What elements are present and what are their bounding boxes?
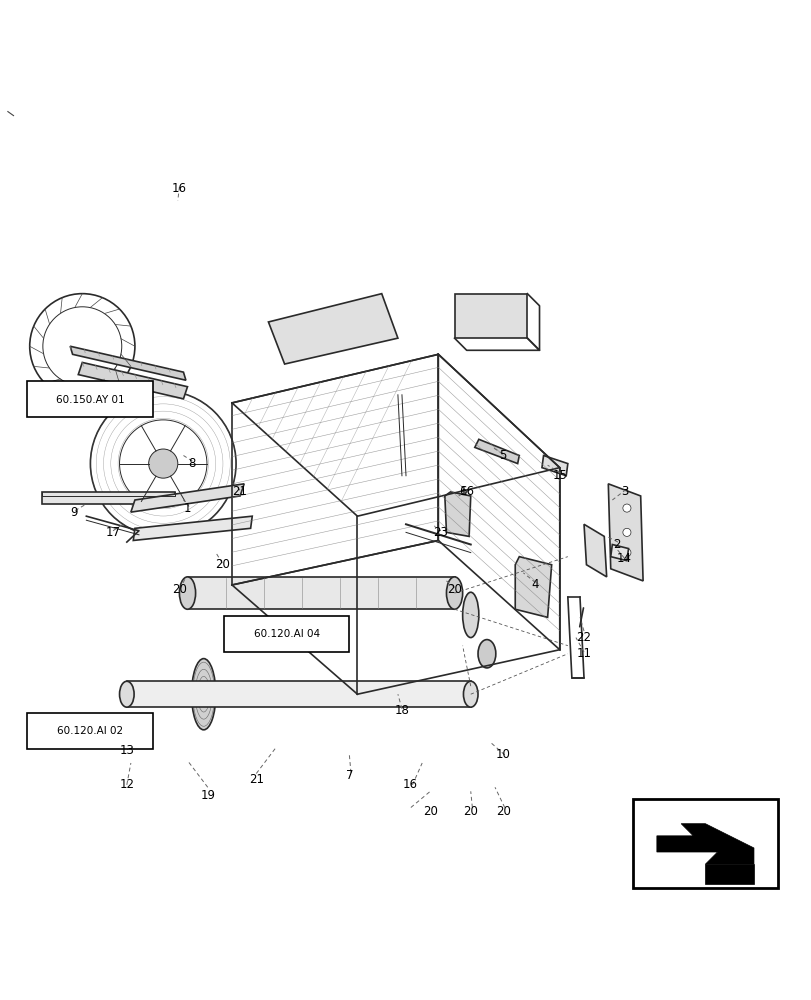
Text: 20: 20 xyxy=(423,805,437,818)
Text: 4: 4 xyxy=(531,578,539,591)
Ellipse shape xyxy=(462,592,478,638)
Text: 22: 22 xyxy=(576,631,590,644)
Text: 5: 5 xyxy=(499,449,506,462)
Text: 8: 8 xyxy=(187,457,195,470)
Text: 20: 20 xyxy=(495,805,510,818)
Text: 20: 20 xyxy=(447,583,461,596)
Polygon shape xyxy=(444,492,470,536)
FancyBboxPatch shape xyxy=(224,616,349,652)
Ellipse shape xyxy=(179,577,195,609)
Polygon shape xyxy=(454,294,526,338)
Text: 20: 20 xyxy=(463,805,478,818)
Text: 16: 16 xyxy=(459,485,474,498)
Text: 1: 1 xyxy=(183,502,191,515)
Bar xyxy=(127,681,470,707)
Text: 21: 21 xyxy=(232,485,247,498)
Text: 20: 20 xyxy=(215,558,230,571)
Polygon shape xyxy=(474,439,519,464)
Polygon shape xyxy=(541,455,567,476)
Text: 60.120.AI 02: 60.120.AI 02 xyxy=(58,726,123,736)
Polygon shape xyxy=(42,492,175,504)
FancyBboxPatch shape xyxy=(28,713,152,749)
Text: 12: 12 xyxy=(119,778,134,791)
Text: 16: 16 xyxy=(402,778,417,791)
Text: 10: 10 xyxy=(495,748,510,761)
FancyBboxPatch shape xyxy=(28,381,152,417)
Text: 17: 17 xyxy=(105,526,120,539)
Text: 11: 11 xyxy=(576,647,590,660)
Text: 18: 18 xyxy=(394,704,409,717)
Circle shape xyxy=(622,504,630,512)
Text: 7: 7 xyxy=(345,769,353,782)
Text: 19: 19 xyxy=(200,789,215,802)
Polygon shape xyxy=(583,524,606,577)
Text: 3: 3 xyxy=(620,485,628,498)
Text: 23: 23 xyxy=(433,526,448,539)
Polygon shape xyxy=(133,516,252,540)
Polygon shape xyxy=(705,864,753,884)
Circle shape xyxy=(622,528,630,536)
Ellipse shape xyxy=(119,681,134,707)
Text: 60.150.AY 01: 60.150.AY 01 xyxy=(56,395,125,405)
Polygon shape xyxy=(515,557,551,617)
Text: 6: 6 xyxy=(458,485,466,498)
Circle shape xyxy=(148,449,178,478)
Polygon shape xyxy=(268,294,397,364)
Text: 2: 2 xyxy=(611,538,620,551)
Polygon shape xyxy=(656,824,753,864)
Text: 21: 21 xyxy=(248,773,264,786)
Ellipse shape xyxy=(463,681,478,707)
Ellipse shape xyxy=(191,659,216,730)
Text: 16: 16 xyxy=(172,182,187,195)
Polygon shape xyxy=(78,362,187,399)
Bar xyxy=(632,799,777,888)
Text: 60.120.AI 04: 60.120.AI 04 xyxy=(254,629,320,639)
Polygon shape xyxy=(131,484,244,512)
Bar xyxy=(187,577,454,609)
Circle shape xyxy=(622,549,630,557)
Polygon shape xyxy=(607,484,642,581)
Polygon shape xyxy=(70,346,186,380)
Ellipse shape xyxy=(446,577,462,609)
Text: 15: 15 xyxy=(551,469,567,482)
Text: 9: 9 xyxy=(71,506,78,519)
Text: 20: 20 xyxy=(172,583,187,596)
Ellipse shape xyxy=(478,640,496,668)
Text: 13: 13 xyxy=(119,744,134,757)
Text: 14: 14 xyxy=(616,552,631,565)
Polygon shape xyxy=(610,545,628,561)
